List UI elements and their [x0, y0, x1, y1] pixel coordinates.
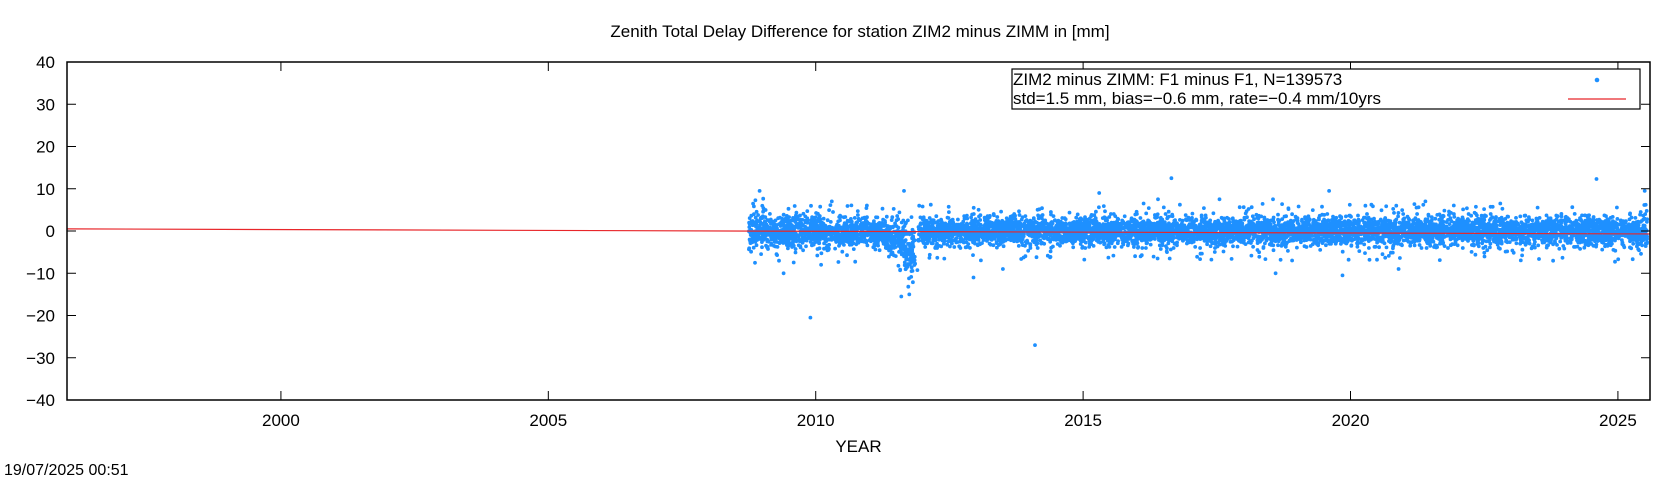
- legend-swatch-points: [1594, 77, 1600, 83]
- y-tick-label: 40: [36, 53, 55, 72]
- x-tick-label: 2000: [262, 411, 300, 430]
- legend: ZIM2 minus ZIMM: F1 minus F1, N=139573 s…: [1011, 68, 1641, 110]
- x-tick-label: 2025: [1599, 411, 1637, 430]
- y-tick-label: 10: [36, 180, 55, 199]
- x-tick-label: 2020: [1332, 411, 1370, 430]
- x-axis-label: YEAR: [835, 437, 881, 456]
- legend-label-line: std=1.5 mm, bias=−0.6 mm, rate=−0.4 mm/1…: [1013, 89, 1381, 108]
- x-tick-label: 2005: [529, 411, 567, 430]
- scatter-points: [747, 176, 1650, 348]
- y-tick-label: 20: [36, 138, 55, 157]
- x-tick-label: 2010: [797, 411, 835, 430]
- chart-title: Zenith Total Delay Difference for statio…: [610, 22, 1109, 41]
- y-tick-label: −10: [26, 264, 55, 283]
- data-points: [747, 176, 1650, 348]
- legend-box: [1011, 68, 1641, 110]
- legend-label-points: ZIM2 minus ZIMM: F1 minus F1, N=139573: [1013, 70, 1342, 89]
- trend-line-layer: [66, 228, 1651, 235]
- x-tick-label: 2015: [1064, 411, 1102, 430]
- trend-line: [66, 228, 1651, 235]
- y-tick-label: −30: [26, 349, 55, 368]
- axes: −40 −30 −20 −10 0 10 20 30 40 2000 2005 2010 2015 202…: [26, 53, 1650, 430]
- y-tick-label: −40: [26, 391, 55, 410]
- timestamp: 19/07/2025 00:51: [4, 462, 129, 479]
- y-tick-label: 0: [46, 222, 55, 241]
- y-tick-label: −20: [26, 307, 55, 326]
- y-tick-label: 30: [36, 95, 55, 114]
